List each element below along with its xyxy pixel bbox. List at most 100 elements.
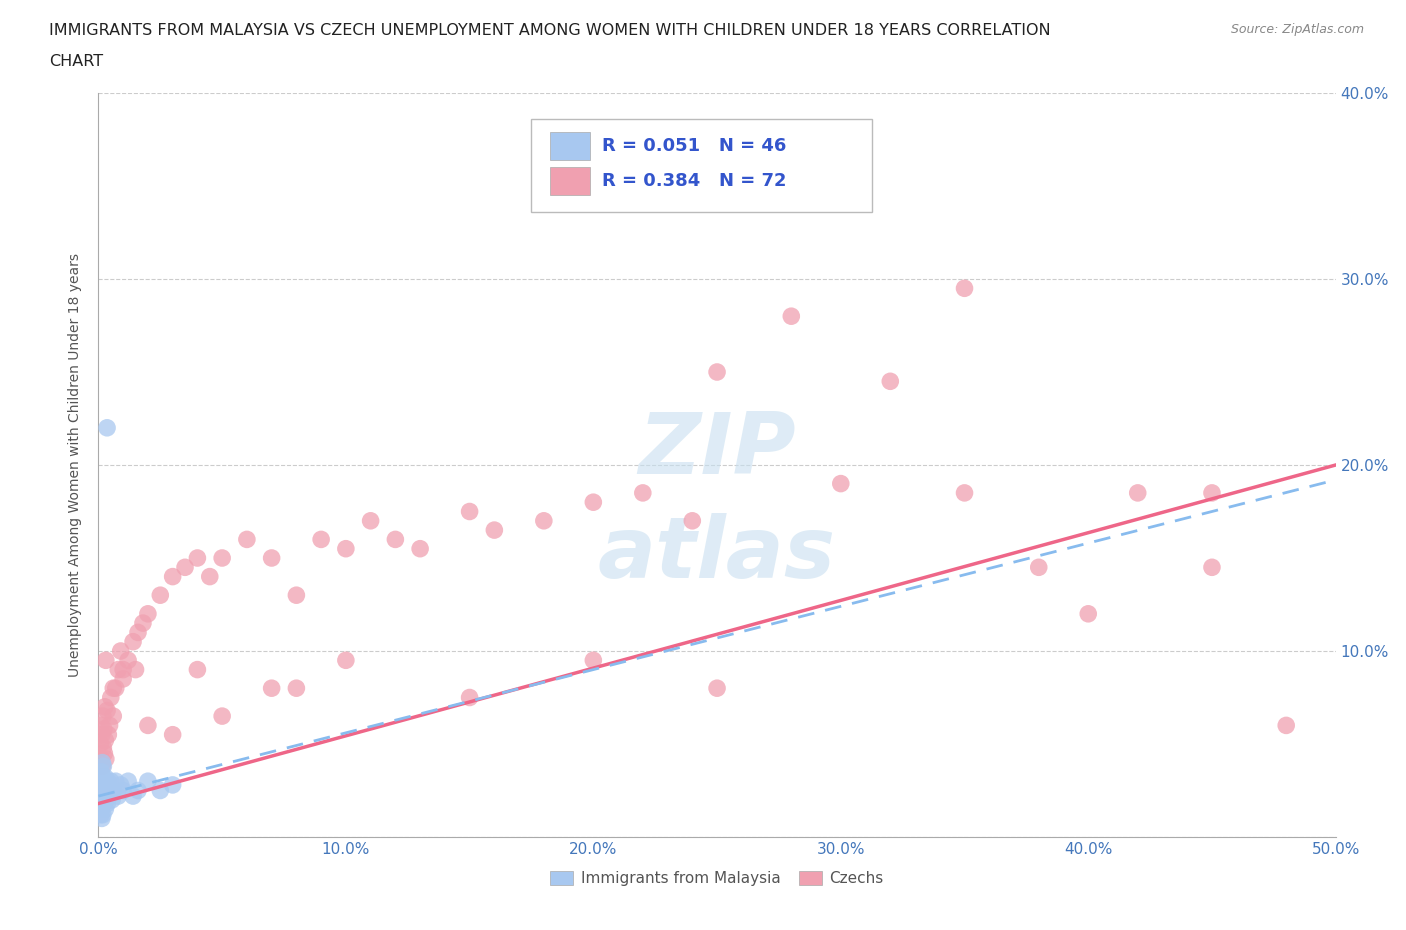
Point <box>830 476 852 491</box>
Point <box>94 789 117 804</box>
Point <box>90 727 112 742</box>
Point <box>90 796 112 811</box>
Point <box>136 606 159 621</box>
Point <box>90 811 112 826</box>
Point <box>93 746 115 761</box>
Point <box>162 569 184 584</box>
Point <box>104 774 127 789</box>
Point <box>112 671 135 686</box>
Point <box>96 420 118 435</box>
Point <box>94 653 117 668</box>
Legend: Immigrants from Malaysia, Czechs: Immigrants from Malaysia, Czechs <box>544 865 890 893</box>
Point <box>149 783 172 798</box>
Point <box>90 792 112 807</box>
Point <box>136 774 159 789</box>
Point <box>93 783 115 798</box>
Point <box>1077 606 1099 621</box>
Point <box>533 513 555 528</box>
Point <box>186 551 208 565</box>
FancyBboxPatch shape <box>550 132 589 160</box>
Point <box>94 777 117 792</box>
FancyBboxPatch shape <box>531 119 872 212</box>
Point <box>104 681 127 696</box>
Point <box>93 774 115 789</box>
Point <box>1275 718 1298 733</box>
Point <box>631 485 654 500</box>
Point <box>285 681 308 696</box>
Point <box>96 796 118 811</box>
Point <box>236 532 259 547</box>
Text: CHART: CHART <box>49 54 103 69</box>
Point <box>127 783 149 798</box>
Point <box>96 792 118 807</box>
Point <box>90 718 112 733</box>
Point <box>260 681 283 696</box>
Point <box>93 796 115 811</box>
Point <box>149 588 172 603</box>
Point <box>780 309 803 324</box>
Point <box>122 789 145 804</box>
Point <box>198 569 221 584</box>
Point <box>174 560 197 575</box>
Point <box>953 281 976 296</box>
Point <box>103 709 125 724</box>
Point <box>90 751 112 766</box>
Point <box>285 588 308 603</box>
Point <box>97 727 120 742</box>
Point <box>89 777 111 792</box>
Point <box>93 783 115 798</box>
Point <box>93 759 115 774</box>
Text: R = 0.384   N = 72: R = 0.384 N = 72 <box>602 172 786 190</box>
Point <box>98 718 121 733</box>
Point <box>90 774 112 789</box>
Point <box>103 783 125 798</box>
Point <box>93 722 115 737</box>
Point <box>91 807 114 822</box>
Text: ZIP: ZIP <box>638 408 796 492</box>
Point <box>458 504 481 519</box>
Point <box>91 709 114 724</box>
Point <box>91 777 114 792</box>
Point <box>91 796 114 811</box>
Point <box>98 783 121 798</box>
Point <box>1028 560 1050 575</box>
Point <box>94 770 117 785</box>
Point <box>107 662 129 677</box>
Point <box>309 532 332 547</box>
Point <box>96 783 118 798</box>
Point <box>1201 485 1223 500</box>
Point <box>260 551 283 565</box>
Y-axis label: Unemployment Among Women with Children Under 18 years: Unemployment Among Women with Children U… <box>69 253 83 677</box>
Point <box>409 541 432 556</box>
Point <box>90 764 112 779</box>
Point <box>706 365 728 379</box>
Point <box>107 789 129 804</box>
Point <box>89 737 111 751</box>
Point <box>89 789 111 804</box>
Point <box>384 532 406 547</box>
Point <box>582 653 605 668</box>
Point <box>117 774 139 789</box>
Point <box>162 727 184 742</box>
Text: atlas: atlas <box>598 512 837 596</box>
Point <box>100 690 122 705</box>
Point <box>91 759 114 774</box>
Point <box>91 755 114 770</box>
Point <box>132 616 155 631</box>
Point <box>91 770 114 785</box>
Point <box>360 513 382 528</box>
Point <box>96 703 118 718</box>
Point <box>117 653 139 668</box>
Point <box>1201 560 1223 575</box>
Point <box>127 625 149 640</box>
Point <box>94 802 117 817</box>
Point <box>335 653 357 668</box>
Text: IMMIGRANTS FROM MALAYSIA VS CZECH UNEMPLOYMENT AMONG WOMEN WITH CHILDREN UNDER 1: IMMIGRANTS FROM MALAYSIA VS CZECH UNEMPL… <box>49 23 1050 38</box>
Point <box>97 789 120 804</box>
Point <box>110 644 132 658</box>
Point <box>110 777 132 792</box>
Point <box>953 485 976 500</box>
Point <box>124 662 146 677</box>
Point <box>1126 485 1149 500</box>
Point <box>879 374 901 389</box>
